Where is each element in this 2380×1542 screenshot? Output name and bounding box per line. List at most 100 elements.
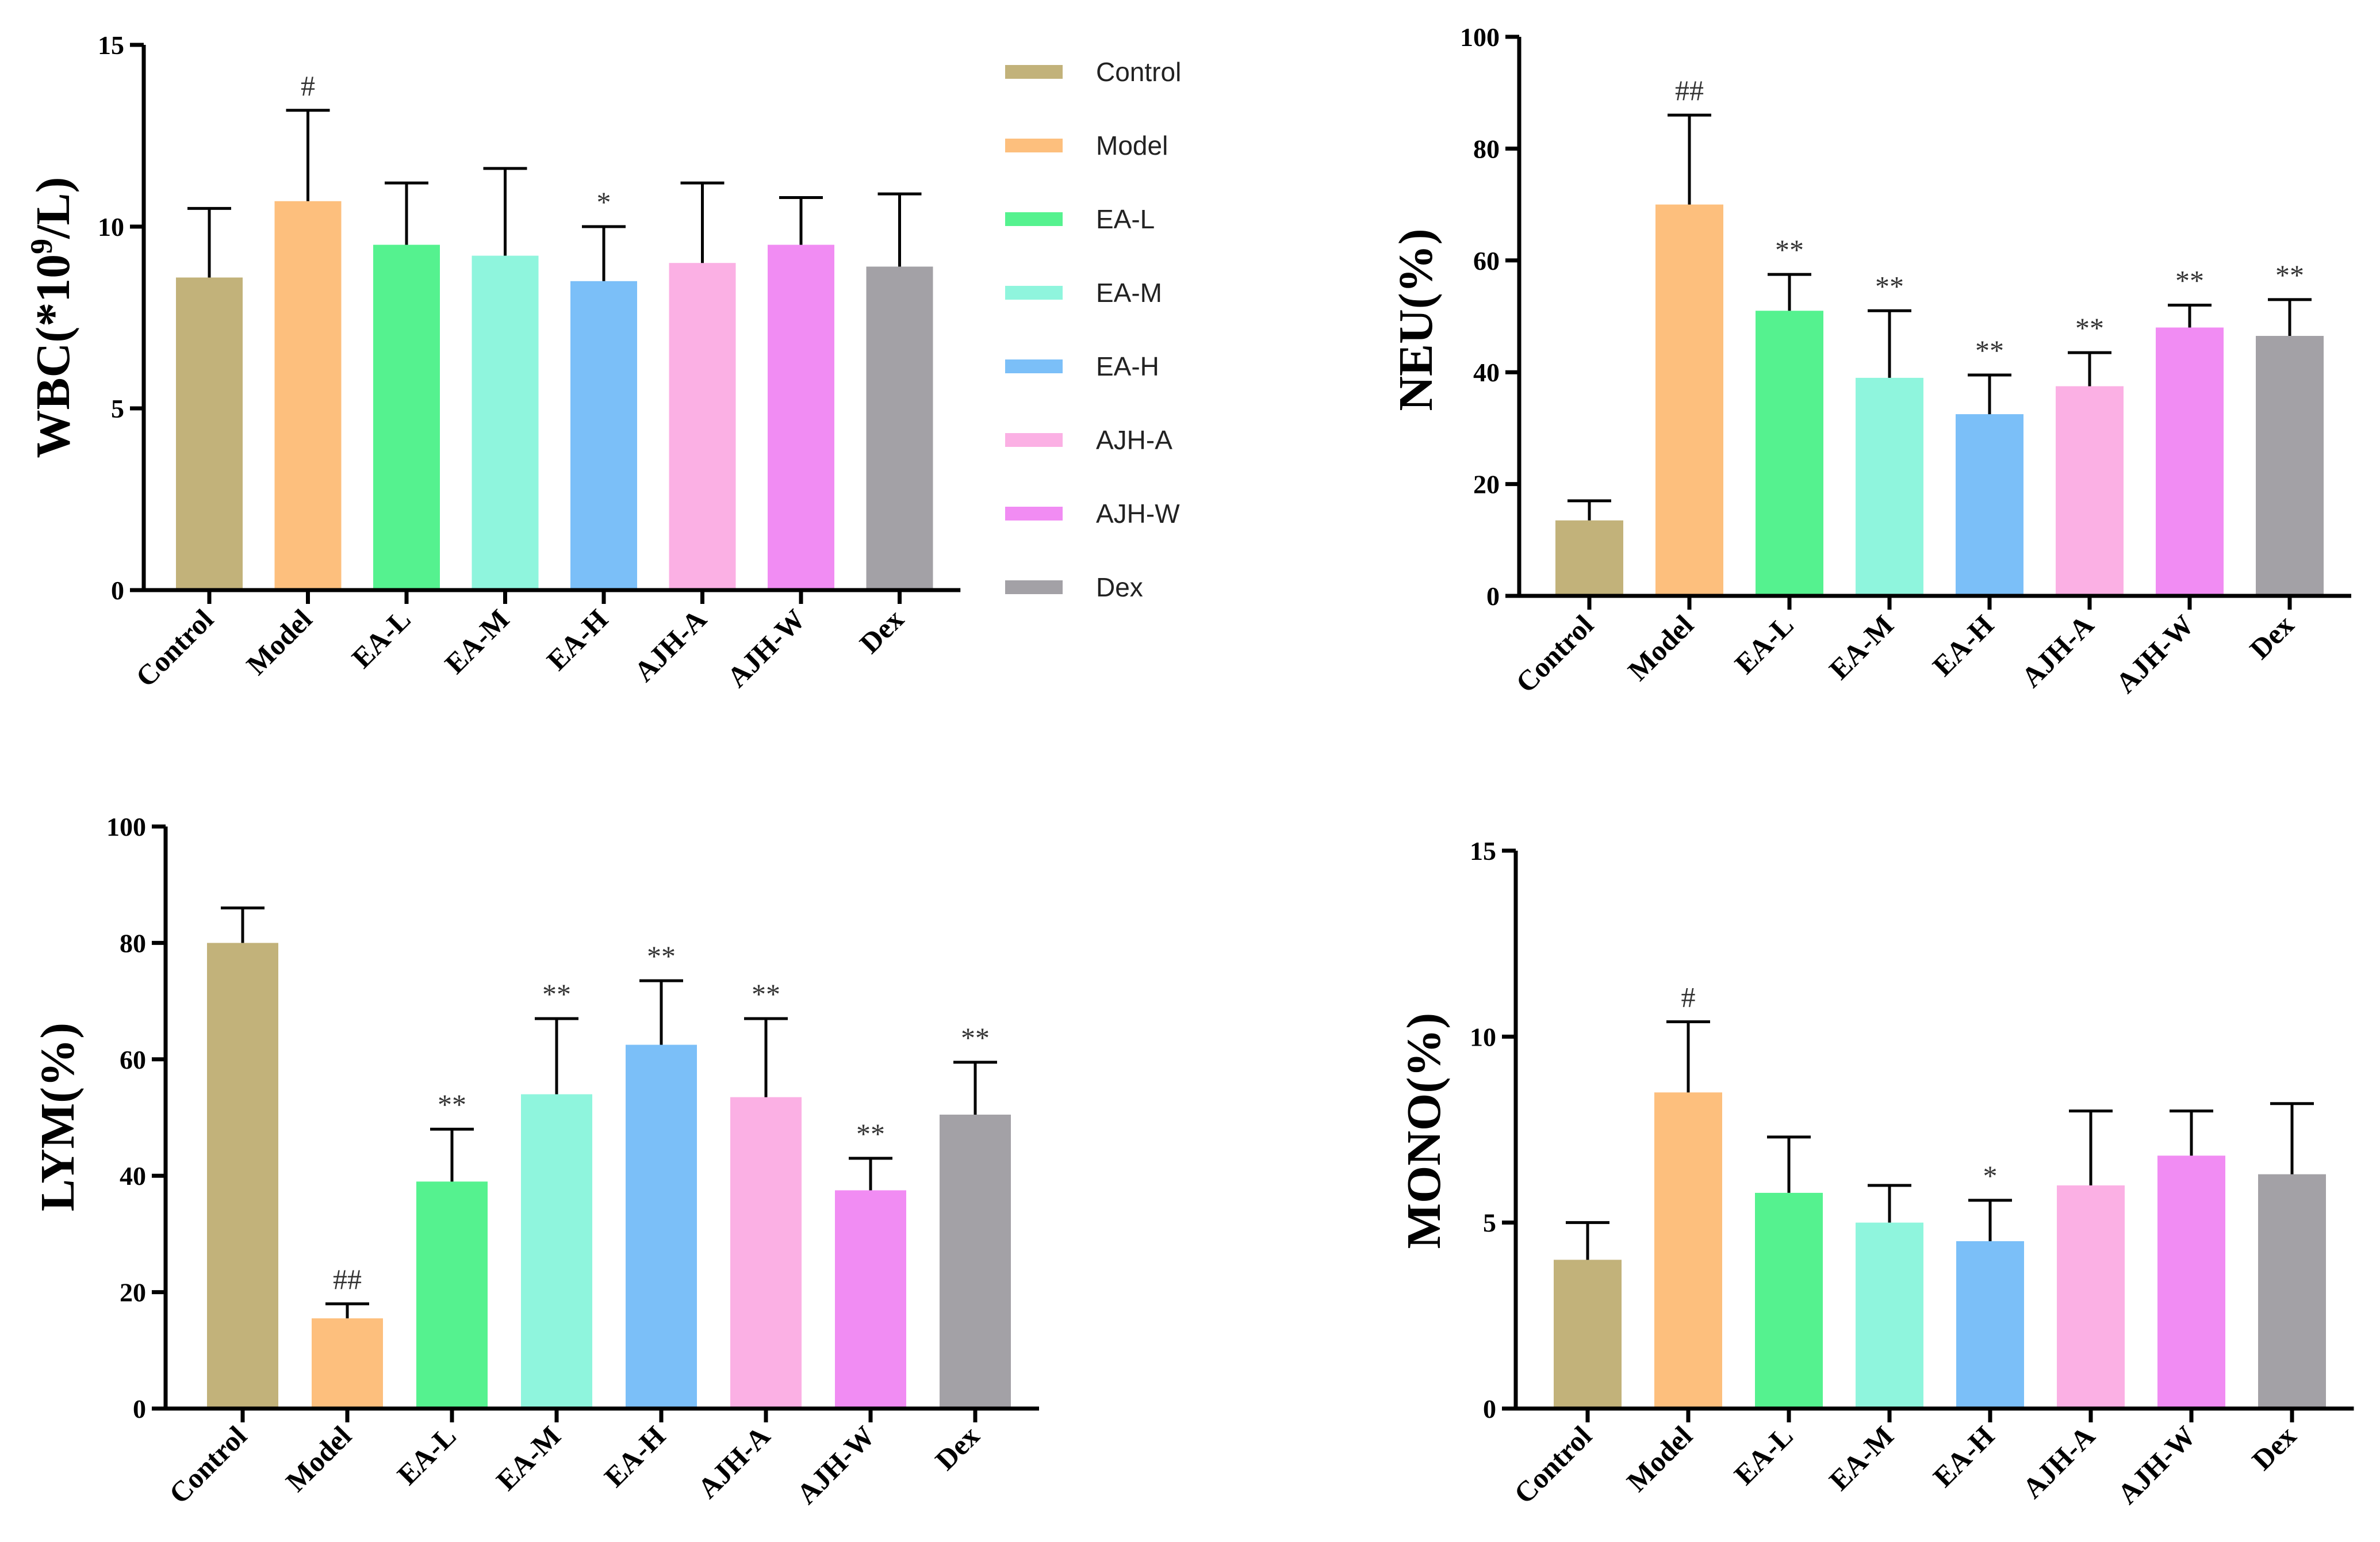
legend-swatch-ajh-w bbox=[1005, 507, 1063, 521]
x-tick-label-model: Model bbox=[240, 603, 318, 681]
neu-chart: ## ** ** ** ** ** ** 0 20 40 60 80 100 Control Model EA… bbox=[1389, 22, 2351, 699]
significance-ea-m: ** bbox=[1875, 270, 1904, 302]
significance-ajh-w: ** bbox=[2175, 265, 2204, 297]
x-tick-label-ea-l: EA-L bbox=[391, 1419, 462, 1491]
significance-ajh-w: ** bbox=[856, 1118, 885, 1150]
x-tick-label-ajh-w: AJH-W bbox=[2111, 1419, 2201, 1510]
x-tick-label-control: Control bbox=[163, 1419, 253, 1510]
y-tick-label: 100 bbox=[1460, 22, 1500, 52]
bar-ea-l bbox=[416, 1181, 488, 1409]
wbc-chart: # * 0 5 10 15 Control Model EA-L EA-M EA-H AJH-A AJH… bbox=[24, 30, 961, 694]
y-tick-label: 0 bbox=[133, 1394, 146, 1424]
y-axis-title: MONO(%) bbox=[1397, 1013, 1451, 1249]
x-tick-label-ajh-a: AJH-A bbox=[2016, 1419, 2101, 1505]
y-tick-label: 60 bbox=[1473, 246, 1500, 276]
significance-ajh-a: ** bbox=[752, 978, 780, 1010]
bar-ea-h bbox=[570, 281, 637, 590]
significance-model: ## bbox=[333, 1263, 362, 1295]
x-tick-label-ajh-a: AJH-A bbox=[628, 603, 713, 688]
bar-dex bbox=[2258, 1174, 2326, 1409]
legend-swatch-control bbox=[1005, 65, 1063, 79]
y-tick-label: 80 bbox=[120, 928, 146, 958]
legend-label-ea-m: EA-M bbox=[1096, 278, 1162, 308]
legend-label-dex: Dex bbox=[1096, 572, 1143, 602]
x-tick-label-ea-h: EA-H bbox=[1926, 609, 2000, 682]
significance-ea-l: ** bbox=[438, 1088, 466, 1120]
bar-control bbox=[176, 277, 243, 591]
y-tick-label: 5 bbox=[1483, 1208, 1496, 1238]
x-tick-label-ea-l: EA-L bbox=[1728, 1419, 1799, 1491]
x-tick-label-control: Control bbox=[1508, 1419, 1598, 1510]
bar-dex bbox=[2256, 336, 2324, 596]
bar-dex bbox=[940, 1114, 1011, 1409]
significance-ea-l: ** bbox=[1775, 234, 1804, 266]
legend-label-ea-h: EA-H bbox=[1096, 351, 1159, 381]
x-tick-label-ajh-w: AJH-W bbox=[790, 1419, 880, 1510]
significance-ea-h: ** bbox=[647, 940, 676, 972]
x-tick-label-ajh-a: AJH-A bbox=[691, 1419, 776, 1505]
significance-dex: ** bbox=[961, 1021, 990, 1054]
legend-swatch-ea-m bbox=[1005, 286, 1063, 300]
x-tick-label-dex: Dex bbox=[853, 603, 910, 660]
bar-ajh-a bbox=[730, 1097, 802, 1409]
bar-ea-l bbox=[373, 244, 440, 591]
bar-ajh-w bbox=[835, 1190, 906, 1409]
significance-ea-h: ** bbox=[1975, 334, 2004, 366]
bar-model bbox=[312, 1318, 383, 1409]
legend-label-ajh-w: AJH-W bbox=[1096, 499, 1180, 529]
x-tick-label-ea-m: EA-M bbox=[490, 1419, 567, 1497]
bar-ea-l bbox=[1755, 1192, 1823, 1409]
y-axis-title: WBC(*109/L) bbox=[24, 177, 80, 458]
bar-ea-m bbox=[1856, 1222, 1923, 1409]
legend-swatch-ea-l bbox=[1005, 212, 1063, 226]
bar-ea-h bbox=[1956, 1241, 2024, 1409]
x-tick-label-model: Model bbox=[1620, 1419, 1699, 1498]
significance-ajh-a: ** bbox=[2075, 312, 2104, 344]
bar-control bbox=[207, 943, 278, 1409]
x-tick-label-ea-l: EA-L bbox=[1729, 609, 1800, 680]
x-tick-label-ajh-w: AJH-W bbox=[720, 603, 811, 693]
lym-chart: ## ** ** ** ** ** ** 0 20 40 60 80 100 Control Model EA… bbox=[31, 812, 1039, 1510]
y-tick-label: 40 bbox=[120, 1161, 146, 1191]
legend-swatch-ajh-a bbox=[1005, 433, 1063, 447]
y-tick-label: 10 bbox=[1470, 1022, 1496, 1051]
y-tick-label: 0 bbox=[111, 576, 124, 605]
significance-dex: ** bbox=[2275, 259, 2304, 291]
bar-model bbox=[1654, 1092, 1722, 1409]
y-tick-label: 20 bbox=[120, 1278, 146, 1307]
y-tick-label: 60 bbox=[120, 1045, 146, 1074]
bar-ea-m bbox=[472, 255, 539, 590]
y-tick-label: 80 bbox=[1473, 134, 1500, 163]
bar-ajh-a bbox=[669, 263, 736, 590]
bar-model bbox=[274, 201, 342, 590]
x-tick-label-ajh-a: AJH-A bbox=[2015, 609, 2100, 694]
x-tick-label-ea-m: EA-M bbox=[438, 603, 515, 680]
bar-ea-m bbox=[1856, 377, 1923, 596]
x-tick-label-dex: Dex bbox=[929, 1419, 986, 1476]
y-tick-label: 0 bbox=[1483, 1394, 1496, 1424]
y-axis-title: NEU(%) bbox=[1389, 228, 1443, 411]
legend-label-control: Control bbox=[1096, 57, 1181, 87]
mono-chart: # * 0 5 10 15 Control Model EA-L EA-M EA-H AJH-A AJH… bbox=[1397, 836, 2354, 1510]
x-tick-label-ea-m: EA-M bbox=[1823, 609, 1900, 686]
x-tick-label-control: Control bbox=[1509, 609, 1600, 699]
legend-swatch-dex bbox=[1005, 580, 1063, 594]
bar-ea-h bbox=[1956, 414, 2023, 596]
significance-model: ## bbox=[1675, 74, 1704, 106]
bar-ajh-w bbox=[2156, 327, 2224, 596]
y-tick-label: 100 bbox=[106, 812, 146, 841]
y-tick-label: 5 bbox=[111, 394, 124, 423]
x-tick-label-ea-h: EA-H bbox=[541, 603, 614, 676]
x-tick-label-ea-h: EA-H bbox=[598, 1419, 672, 1493]
x-tick-label-ea-m: EA-M bbox=[1823, 1419, 1900, 1497]
legend-swatch-ea-h bbox=[1005, 359, 1063, 373]
x-tick-label-ea-h: EA-H bbox=[1927, 1419, 2000, 1493]
bar-ajh-a bbox=[2057, 1185, 2125, 1409]
significance-model: # bbox=[301, 70, 315, 102]
bar-model bbox=[1655, 204, 1723, 596]
legend-label-ea-l: EA-L bbox=[1096, 204, 1155, 234]
y-tick-label: 15 bbox=[98, 30, 124, 60]
y-tick-label: 40 bbox=[1473, 358, 1500, 387]
x-tick-label-model: Model bbox=[279, 1419, 358, 1498]
